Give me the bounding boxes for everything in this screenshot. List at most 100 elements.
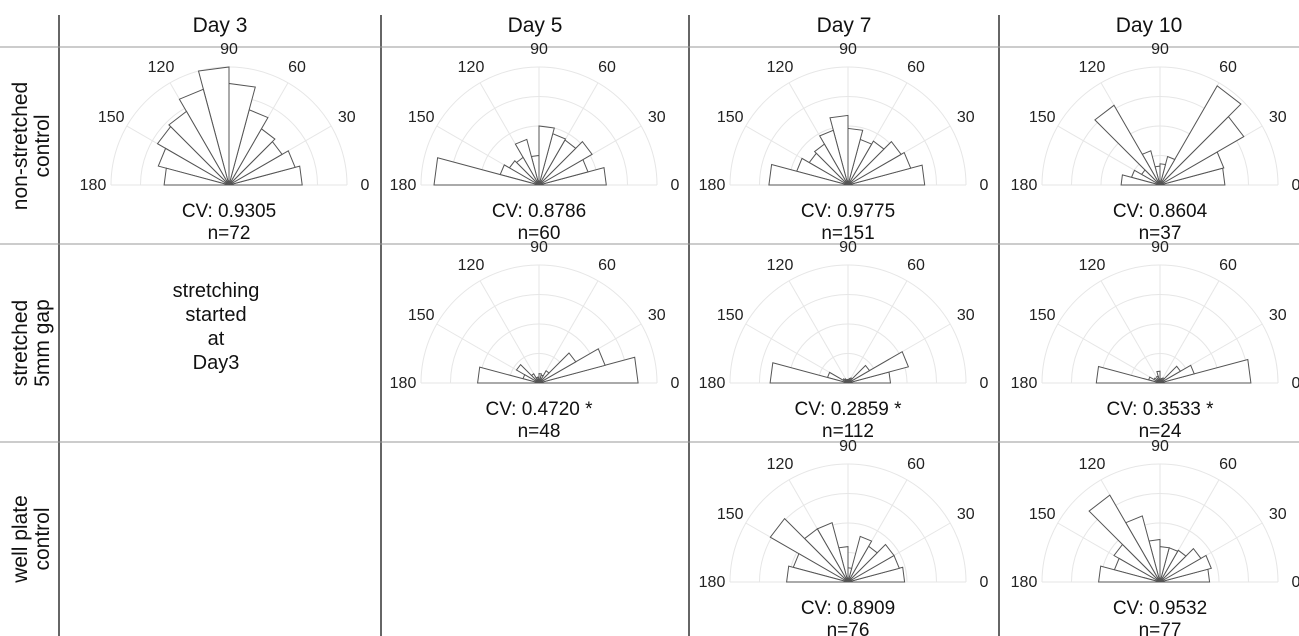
histogram-petal: [1098, 565, 1161, 583]
angle-tick-label: 30: [648, 109, 666, 126]
polar-histogram: 0 30 60 90 120 150 180 CV: 0.3533 *n=24: [1011, 239, 1299, 442]
histogram-petal: [1095, 365, 1161, 384]
angle-tick-label: 120: [1079, 59, 1106, 76]
angle-tick-label: 60: [598, 257, 616, 274]
angle-tick-label: 150: [408, 109, 435, 126]
angle-tick-label: 90: [1151, 41, 1169, 58]
histogram-petal: [769, 362, 849, 384]
angle-tick-label: 180: [1011, 574, 1038, 591]
angle-tick-label: 30: [957, 307, 975, 324]
histogram-petal: [1159, 365, 1182, 384]
n-label: n=24: [1139, 421, 1182, 442]
angle-tick-label: 180: [1011, 375, 1038, 392]
n-label: n=77: [1139, 620, 1182, 636]
angle-tick-label: 90: [530, 41, 548, 58]
angle-tick-label: 90: [839, 41, 857, 58]
angle-tick-label: 0: [361, 177, 370, 194]
angle-tick-label: 60: [907, 59, 925, 76]
row-label-line: well plate: [9, 495, 32, 584]
angle-tick-label: 150: [1029, 109, 1056, 126]
angle-tick-label: 180: [80, 177, 107, 194]
column-header-day3: Day 3: [193, 14, 248, 37]
angle-tick-label: 0: [671, 375, 680, 392]
angle-tick-label: 120: [1079, 456, 1106, 473]
cv-label: CV: 0.4720 *: [485, 399, 593, 420]
row-label-non-stretched-control: non-stretched control: [9, 82, 54, 210]
angle-tick-label: 120: [767, 59, 794, 76]
column-header-day10: Day 10: [1116, 14, 1183, 37]
angle-tick-label: 30: [338, 109, 356, 126]
angle-tick-label: 30: [648, 307, 666, 324]
angle-tick-label: 180: [1011, 177, 1038, 194]
polar-histogram: 0 30 60 90 120 150 180 CV: 0.2859 *n=112: [699, 239, 989, 442]
histogram-petal: [163, 167, 230, 186]
angle-tick-label: 150: [717, 109, 744, 126]
angle-tick-label: 120: [458, 59, 485, 76]
cv-label: CV: 0.9532: [1113, 598, 1207, 619]
cv-label: CV: 0.2859 *: [794, 399, 902, 420]
angle-tick-label: 0: [980, 574, 989, 591]
angle-tick-label: 90: [530, 239, 548, 256]
histogram-petal: [847, 535, 873, 583]
angle-tick-label: 180: [699, 375, 726, 392]
row-label-well-plate-control: well plate control: [9, 495, 54, 584]
polar-histogram: 0 30 60 90 120 150 180 CV: 0.4720 *n=48: [390, 239, 680, 442]
angle-tick-label: 90: [1151, 438, 1169, 455]
n-label: n=76: [827, 620, 870, 636]
cv-label: CV: 0.3533 *: [1106, 399, 1214, 420]
angle-tick-label: 180: [699, 574, 726, 591]
histogram-petal: [538, 352, 577, 384]
cv-label: CV: 0.8909: [801, 598, 895, 619]
row-label-line: stretched: [9, 300, 32, 386]
angle-tick-label: 60: [288, 59, 306, 76]
grid-spoke: [788, 280, 849, 384]
grid-spoke: [538, 280, 599, 384]
column-header-day7: Day 7: [817, 14, 872, 37]
angle-tick-label: 120: [148, 59, 175, 76]
angle-tick-label: 30: [1269, 506, 1287, 523]
grid-spoke: [847, 280, 908, 384]
angle-tick-label: 60: [907, 456, 925, 473]
row-label-line: control: [31, 114, 54, 177]
angle-tick-label: 0: [671, 177, 680, 194]
angle-tick-label: 0: [1292, 375, 1299, 392]
histogram-petal: [847, 350, 910, 384]
angle-tick-label: 30: [957, 506, 975, 523]
angle-tick-label: 90: [220, 41, 238, 58]
histogram-petal: [1120, 174, 1161, 186]
angle-tick-label: 120: [767, 456, 794, 473]
angle-tick-label: 0: [980, 177, 989, 194]
angle-tick-label: 120: [1079, 257, 1106, 274]
angle-tick-label: 120: [767, 257, 794, 274]
angle-tick-label: 30: [1269, 109, 1287, 126]
angle-tick-label: 90: [1151, 239, 1169, 256]
angle-tick-label: 150: [1029, 307, 1056, 324]
row-label-line: 5mm gap: [31, 299, 54, 387]
histogram-petal: [433, 157, 540, 186]
histogram-petal: [847, 364, 871, 384]
histogram-petal: [768, 163, 849, 186]
angle-tick-label: 90: [839, 438, 857, 455]
row-label-line: control: [31, 507, 54, 570]
angle-tick-label: 150: [717, 307, 744, 324]
n-label: n=72: [208, 223, 251, 244]
histogram-petal: [477, 366, 540, 384]
grid-spoke: [1159, 280, 1220, 384]
column-header-day5: Day 5: [508, 14, 563, 37]
n-label: n=37: [1139, 223, 1182, 244]
grid-spoke: [1100, 280, 1161, 384]
angle-tick-label: 150: [1029, 506, 1056, 523]
angle-tick-label: 0: [1292, 177, 1299, 194]
note-line: Day3: [193, 352, 240, 374]
angle-tick-label: 180: [390, 375, 417, 392]
grid-spoke: [1057, 323, 1161, 384]
cv-label: CV: 0.9775: [801, 201, 895, 222]
note-line: stretching: [173, 280, 260, 302]
